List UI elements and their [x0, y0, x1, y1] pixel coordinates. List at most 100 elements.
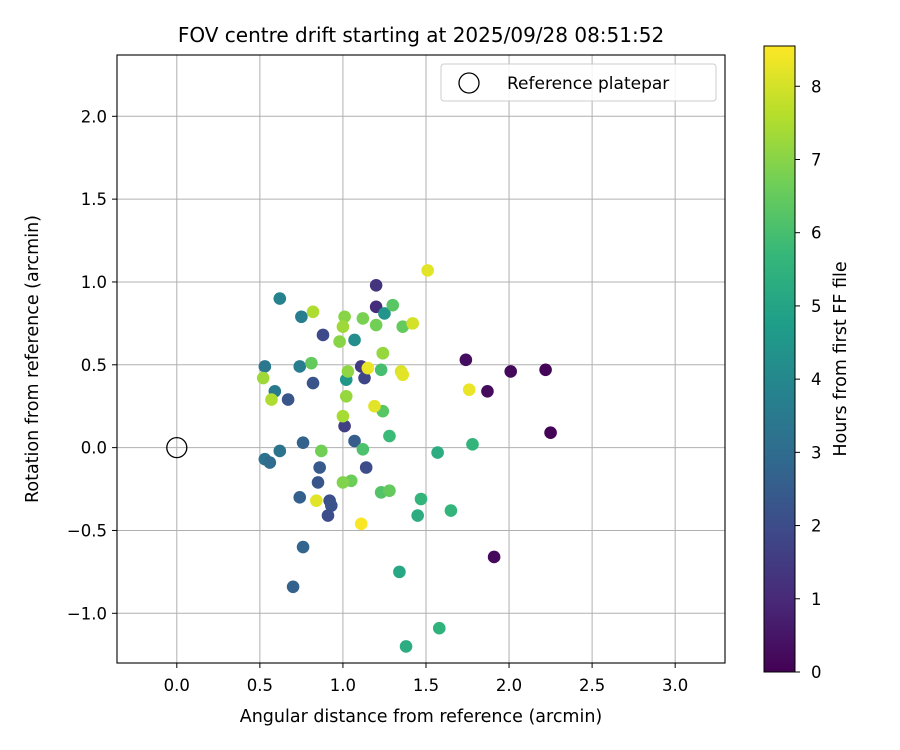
plot-frame	[116, 54, 726, 664]
data-point-36	[393, 565, 406, 579]
colorbar-tick-label-4: 4	[811, 370, 822, 389]
data-point-52	[336, 476, 350, 489]
data-point-13	[281, 393, 295, 406]
colorbar-tick-label-2: 2	[811, 517, 822, 536]
legend-marker-reference	[458, 72, 480, 94]
data-point-64	[336, 409, 350, 423]
data-point-65	[306, 305, 320, 319]
data-point-40	[414, 492, 428, 506]
data-point-4	[544, 426, 557, 440]
data-point-37	[399, 640, 413, 653]
data-point-53	[315, 444, 328, 458]
x-tick-label-3: 1.5	[413, 676, 439, 695]
data-point-67	[265, 393, 278, 406]
data-point-61	[336, 320, 350, 333]
data-point-14	[359, 461, 373, 474]
data-point-71	[396, 368, 410, 382]
data-point-2	[539, 363, 552, 377]
x-tick-label-4: 2.0	[496, 676, 522, 695]
y-axis-label: Rotation from reference (arcmin)	[23, 215, 43, 503]
y-tick-label-2: 0.0	[81, 439, 107, 458]
colorbar-tick-label-7: 7	[811, 150, 822, 169]
x-tick-label-5: 2.5	[579, 676, 605, 695]
data-point-69	[406, 317, 419, 330]
data-point-6	[369, 278, 383, 292]
data-point-31	[295, 310, 308, 324]
data-point-1	[504, 365, 518, 378]
data-point-33	[348, 333, 361, 347]
data-point-63	[339, 389, 353, 403]
data-point-48	[356, 442, 370, 456]
reference-platepar-marker	[166, 436, 188, 459]
data-point-77	[421, 264, 434, 277]
colorbar-tick-label-6: 6	[811, 224, 822, 243]
x-tick-label-6: 3.0	[662, 676, 688, 695]
data-point-32	[273, 292, 287, 305]
data-point-54	[386, 298, 400, 312]
grid-lines	[117, 55, 725, 663]
scatter-points	[166, 264, 557, 653]
data-point-24	[348, 434, 361, 448]
colorbar	[763, 45, 796, 673]
data-point-46	[374, 363, 388, 377]
colorbar-tick-label-3: 3	[811, 443, 822, 462]
x-tick-label-1: 0.5	[247, 676, 273, 695]
y-tick-label-6: 2.0	[81, 107, 107, 126]
data-point-21	[286, 580, 300, 594]
data-point-76	[354, 517, 368, 531]
data-point-68	[376, 346, 390, 360]
data-point-15	[313, 461, 326, 474]
legend-label-reference: Reference platepar	[507, 74, 669, 94]
data-point-10	[316, 328, 330, 342]
x-tick-label-2: 1.0	[330, 676, 356, 695]
data-point-42	[431, 446, 444, 459]
data-point-75	[310, 494, 323, 507]
data-point-23	[296, 436, 310, 449]
y-tick-label-5: 1.5	[81, 190, 107, 209]
data-point-19	[321, 509, 335, 522]
data-point-43	[466, 438, 479, 451]
colorbar-label: Hours from first FF file	[831, 261, 851, 456]
data-point-41	[444, 504, 458, 517]
legend-box	[440, 63, 717, 102]
data-point-72	[361, 361, 375, 375]
data-point-9	[358, 371, 371, 385]
data-point-12	[306, 376, 320, 390]
data-point-56	[369, 318, 383, 332]
data-point-3	[481, 385, 494, 398]
chart-title: FOV centre drift starting at 2025/09/28 …	[178, 23, 664, 47]
data-point-62	[341, 365, 355, 378]
data-point-0	[459, 353, 473, 367]
data-point-5	[487, 550, 501, 564]
data-point-59	[305, 356, 318, 370]
axis-ticks: 0.0 0.5 1.0 1.5 2.0 2.5 3.0 −1.0 −0.5 0.0 0.5 1.0 1.…	[67, 107, 688, 695]
colorbar-tick-label-0: 0	[811, 663, 822, 682]
colorbar-ticks: 0 1 2 3 4 5 6 7 8	[795, 77, 822, 682]
data-point-55	[396, 320, 410, 333]
data-point-30	[293, 360, 307, 373]
data-point-20	[293, 491, 307, 504]
colorbar-tick-label-5: 5	[811, 297, 822, 316]
colorbar-tick-label-1: 1	[811, 590, 822, 609]
data-point-44	[383, 429, 396, 443]
y-tick-label-4: 1.0	[81, 273, 107, 292]
data-point-22	[296, 540, 310, 554]
data-point-58	[338, 310, 351, 324]
data-point-26	[263, 456, 277, 469]
y-tick-label-1: −0.5	[67, 521, 107, 540]
data-point-60	[333, 335, 346, 348]
data-point-27	[273, 444, 287, 458]
x-tick-label-0: 0.0	[164, 676, 190, 695]
colorbar-tick-label-8: 8	[811, 77, 822, 96]
y-tick-label-0: −1.0	[67, 604, 107, 623]
data-point-74	[462, 383, 476, 396]
data-point-28	[258, 360, 272, 373]
data-point-18	[324, 499, 338, 512]
x-axis-label: Angular distance from reference (arcmin)	[240, 707, 603, 727]
data-point-66	[256, 371, 270, 385]
data-point-11	[338, 419, 351, 433]
data-point-39	[411, 509, 424, 522]
data-point-16	[311, 476, 325, 489]
data-point-34	[378, 307, 391, 320]
